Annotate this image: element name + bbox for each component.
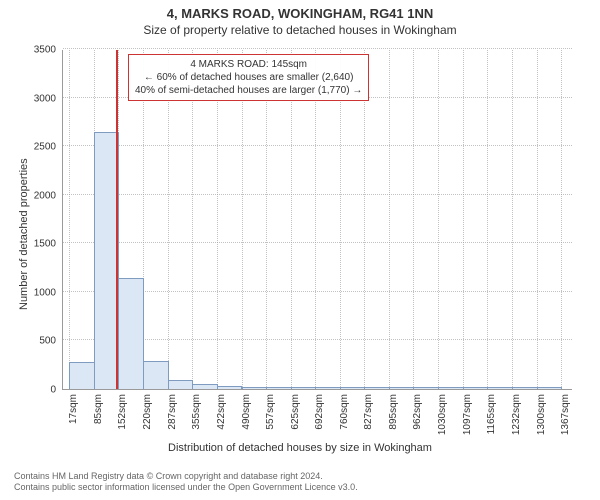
histogram-bar [217, 386, 243, 389]
annotation-box: 4 MARKS ROAD: 145sqm ← 60% of detached h… [128, 54, 369, 101]
histogram-bar [389, 387, 414, 389]
property-marker-line [116, 50, 118, 389]
y-tick-label: 0 [26, 385, 56, 396]
page-subtitle: Size of property relative to detached ho… [0, 21, 600, 37]
gridline-horizontal [63, 194, 572, 195]
histogram-bar [487, 387, 512, 389]
x-tick-label: 287sqm [167, 394, 178, 444]
footer-line: Contains public sector information licen… [14, 482, 358, 494]
x-tick-label: 962sqm [412, 394, 423, 444]
x-tick-label: 557sqm [265, 394, 276, 444]
x-tick-label: 625sqm [290, 394, 301, 444]
x-tick-label: 895sqm [388, 394, 399, 444]
gridline-vertical [389, 50, 390, 389]
y-tick-label: 2000 [26, 190, 56, 201]
y-tick-label: 3000 [26, 93, 56, 104]
annotation-line: 4 MARKS ROAD: 145sqm [135, 58, 362, 71]
histogram-bar [143, 361, 168, 389]
x-tick-label: 490sqm [241, 394, 252, 444]
histogram-bar [537, 387, 562, 389]
y-axis-label: Number of detached properties [18, 158, 30, 310]
histogram-bar [168, 380, 194, 389]
footer-line: Contains HM Land Registry data © Crown c… [14, 471, 358, 483]
page-title: 4, MARKS ROAD, WOKINGHAM, RG41 1NN [0, 0, 600, 21]
histogram-bar [413, 387, 439, 389]
histogram-bar [364, 387, 390, 389]
gridline-vertical [438, 50, 439, 389]
x-tick-label: 1030sqm [437, 394, 448, 444]
y-tick-label: 3500 [26, 45, 56, 56]
chart-container: 4, MARKS ROAD, WOKINGHAM, RG41 1NN Size … [0, 0, 600, 500]
footer: Contains HM Land Registry data © Crown c… [14, 471, 358, 494]
x-axis-label: Distribution of detached houses by size … [0, 442, 600, 454]
y-tick-label: 2500 [26, 142, 56, 153]
y-tick-label: 500 [26, 336, 56, 347]
gridline-horizontal [63, 242, 572, 243]
histogram-bar [69, 362, 95, 389]
x-tick-label: 827sqm [363, 394, 374, 444]
histogram-bar [192, 384, 217, 389]
annotation-line: ← 60% of detached houses are smaller (2,… [135, 71, 362, 84]
gridline-vertical [512, 50, 513, 389]
gridline-vertical [487, 50, 488, 389]
gridline-vertical [413, 50, 414, 389]
x-tick-label: 760sqm [339, 394, 350, 444]
x-tick-label: 692sqm [314, 394, 325, 444]
gridline-vertical [69, 50, 70, 389]
histogram-bar [242, 387, 267, 389]
gridline-vertical [463, 50, 464, 389]
x-tick-label: 1165sqm [486, 394, 497, 444]
x-tick-label: 220sqm [142, 394, 153, 444]
x-tick-label: 1097sqm [462, 394, 473, 444]
x-tick-label: 422sqm [216, 394, 227, 444]
x-tick-label: 85sqm [93, 394, 104, 444]
annotation-line: 40% of semi-detached houses are larger (… [135, 84, 362, 97]
gridline-horizontal [63, 48, 572, 49]
histogram-bar [438, 387, 463, 389]
histogram-bar [512, 387, 538, 389]
y-tick-label: 1500 [26, 239, 56, 250]
histogram-bar [291, 387, 316, 389]
x-tick-label: 1232sqm [511, 394, 522, 444]
x-tick-label: 1300sqm [536, 394, 547, 444]
histogram-bar [266, 387, 292, 389]
y-tick-label: 1000 [26, 287, 56, 298]
plot-area [62, 50, 572, 390]
x-tick-label: 355sqm [191, 394, 202, 444]
gridline-vertical [537, 50, 538, 389]
histogram-bar [315, 387, 341, 389]
histogram-bar [118, 278, 144, 389]
histogram-bar [340, 387, 365, 389]
histogram-bar [463, 387, 489, 389]
x-tick-label: 1367sqm [560, 394, 571, 444]
x-tick-label: 152sqm [117, 394, 128, 444]
gridline-vertical [561, 50, 562, 389]
x-tick-label: 17sqm [68, 394, 79, 444]
gridline-horizontal [63, 145, 572, 146]
